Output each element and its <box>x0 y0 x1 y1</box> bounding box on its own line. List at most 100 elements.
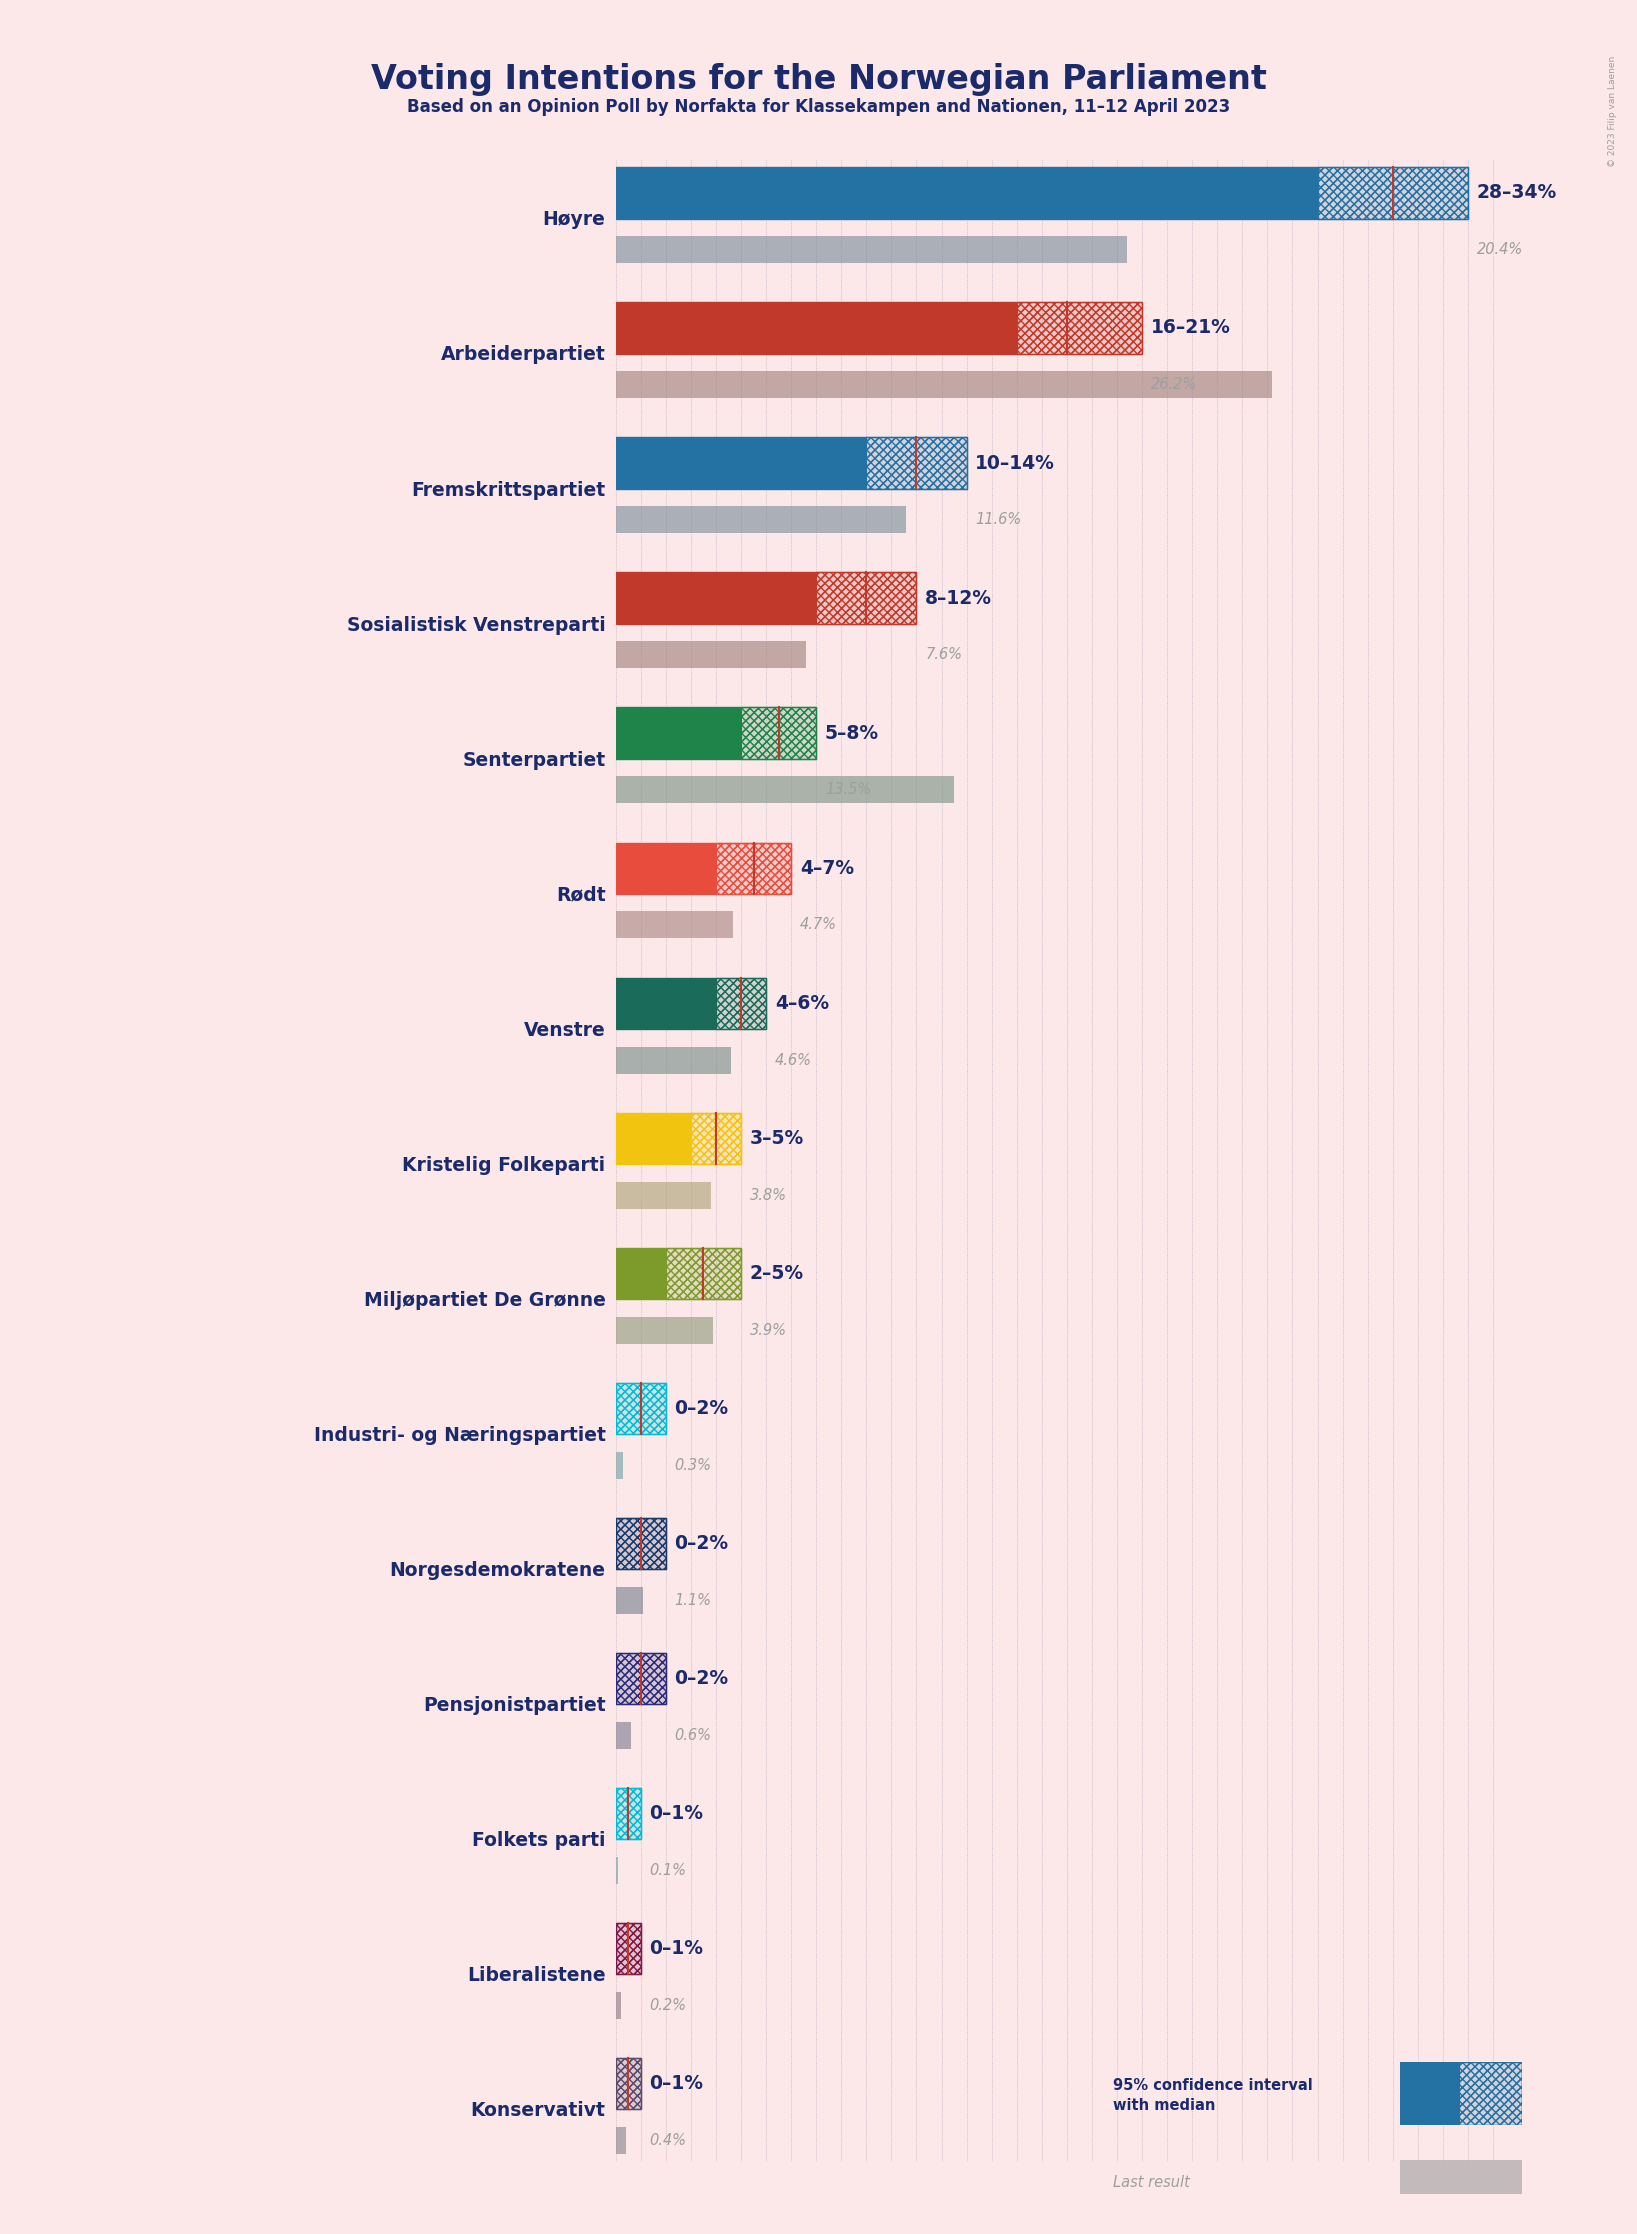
Bar <box>616 842 715 894</box>
Bar <box>616 1517 666 1568</box>
Text: 0–2%: 0–2% <box>674 1669 728 1689</box>
Bar <box>616 1249 742 1300</box>
Text: Last result: Last result <box>1113 2176 1190 2189</box>
Text: 0–2%: 0–2% <box>674 1398 728 1419</box>
Bar <box>616 1383 666 1434</box>
Bar <box>715 842 791 894</box>
Bar <box>616 1787 640 1839</box>
Bar <box>616 1923 640 1975</box>
Bar <box>715 842 791 894</box>
Text: 4.6%: 4.6% <box>774 1052 812 1068</box>
Bar <box>616 777 954 804</box>
Bar <box>616 641 805 668</box>
Bar <box>616 1452 624 1479</box>
Bar <box>616 1787 640 1839</box>
Bar <box>616 1046 732 1075</box>
Text: 11.6%: 11.6% <box>976 512 1021 527</box>
Text: 28–34%: 28–34% <box>1477 183 1557 203</box>
Bar <box>616 1787 640 1839</box>
Bar <box>616 2127 625 2154</box>
Bar <box>616 572 817 623</box>
Bar <box>1017 302 1143 353</box>
Text: Norgesdemokratene: Norgesdemokratene <box>390 1562 606 1579</box>
Bar <box>616 302 1143 353</box>
Bar <box>616 1249 666 1300</box>
Bar <box>616 237 1126 264</box>
Bar <box>616 438 866 489</box>
Bar <box>616 371 1272 398</box>
Bar <box>616 1653 666 1705</box>
Bar <box>616 1856 619 1883</box>
Bar <box>616 237 1126 264</box>
Text: Arbeiderpartiet: Arbeiderpartiet <box>440 346 606 364</box>
Bar <box>616 1517 666 1568</box>
Bar <box>616 1182 710 1209</box>
Text: 10–14%: 10–14% <box>976 454 1056 474</box>
Bar <box>715 978 766 1030</box>
Bar <box>817 572 917 623</box>
Bar <box>616 1383 666 1434</box>
Text: 0–1%: 0–1% <box>650 1805 704 1823</box>
Text: 0.1%: 0.1% <box>650 1863 686 1879</box>
Text: Miljøpartiet De Grønne: Miljøpartiet De Grønne <box>363 1291 606 1309</box>
Bar <box>817 572 917 623</box>
Bar <box>616 168 1318 219</box>
Bar <box>616 1993 620 2020</box>
Text: 0–1%: 0–1% <box>650 1939 704 1959</box>
Text: 4–7%: 4–7% <box>800 858 855 878</box>
Text: 0.4%: 0.4% <box>650 2133 686 2149</box>
Bar <box>616 777 954 804</box>
Bar <box>616 1923 640 1975</box>
Bar <box>616 978 766 1030</box>
Bar <box>616 1653 666 1705</box>
Bar <box>616 708 817 760</box>
Bar <box>1400 2062 1459 2125</box>
Bar <box>616 911 733 938</box>
Text: 7.6%: 7.6% <box>925 648 963 661</box>
Bar <box>817 572 917 623</box>
Bar <box>616 1182 710 1209</box>
Bar <box>1017 302 1143 353</box>
Text: 5–8%: 5–8% <box>825 724 879 742</box>
Text: 20.4%: 20.4% <box>1477 241 1522 257</box>
Bar <box>616 1046 732 1075</box>
Bar <box>1318 168 1468 219</box>
Bar <box>1459 2062 1522 2125</box>
Text: 3.9%: 3.9% <box>750 1323 787 1338</box>
Bar <box>616 1452 624 1479</box>
Bar <box>1017 302 1143 353</box>
Bar <box>616 842 791 894</box>
Bar <box>616 1923 640 1975</box>
Bar <box>666 1249 742 1300</box>
Bar <box>715 978 766 1030</box>
Bar <box>691 1113 742 1164</box>
Bar <box>616 507 907 534</box>
Bar <box>616 1923 640 1975</box>
Bar <box>616 1316 714 1343</box>
Text: Based on an Opinion Poll by Norfakta for Klassekampen and Nationen, 11–12 April : Based on an Opinion Poll by Norfakta for… <box>408 98 1229 116</box>
Text: Fremskrittspartiet: Fremskrittspartiet <box>411 480 606 500</box>
Text: 8–12%: 8–12% <box>925 588 992 608</box>
Bar <box>616 978 715 1030</box>
Bar <box>616 1653 666 1705</box>
Text: 0.3%: 0.3% <box>674 1459 712 1472</box>
Bar <box>616 2127 625 2154</box>
Bar <box>616 911 733 938</box>
Bar <box>616 1856 619 1883</box>
Text: © 2023 Filip van Laenen: © 2023 Filip van Laenen <box>1609 56 1617 168</box>
Text: Konservativt: Konservativt <box>471 2102 606 2120</box>
Bar <box>1459 2062 1522 2125</box>
Bar <box>742 708 817 760</box>
Text: 26.2%: 26.2% <box>1151 378 1197 393</box>
Bar <box>742 708 817 760</box>
Bar <box>1318 168 1468 219</box>
Text: Voting Intentions for the Norwegian Parliament: Voting Intentions for the Norwegian Parl… <box>370 63 1267 96</box>
Bar <box>616 1113 691 1164</box>
Bar <box>666 1249 742 1300</box>
Text: Venstre: Venstre <box>524 1021 606 1039</box>
Bar <box>616 1113 742 1164</box>
Bar <box>616 1722 630 1749</box>
Bar <box>616 1787 640 1839</box>
Text: Kristelig Folkeparti: Kristelig Folkeparti <box>403 1155 606 1175</box>
Text: Liberalistene: Liberalistene <box>467 1966 606 1986</box>
